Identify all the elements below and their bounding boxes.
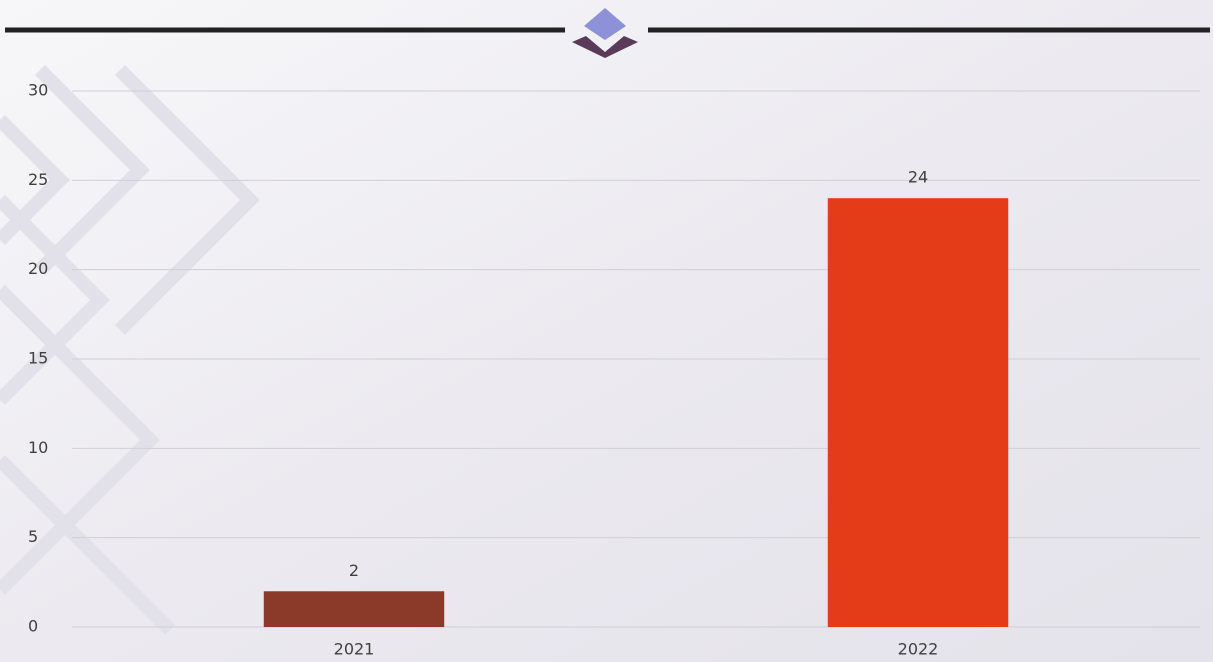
data-label: 2 <box>349 561 359 580</box>
bar <box>828 198 1008 627</box>
x-tick-label: 2022 <box>898 640 939 659</box>
background <box>0 0 1213 662</box>
y-tick-label: 0 <box>28 617 38 636</box>
y-tick-label: 30 <box>28 81 48 100</box>
y-tick-label: 15 <box>28 349 48 368</box>
bar <box>264 591 444 627</box>
page: {"chart_data": {"type": "bar", "categori… <box>0 0 1213 662</box>
y-tick-label: 20 <box>28 259 48 278</box>
data-label: 24 <box>908 168 928 187</box>
chart: 0 5 10 15 20 25 30 2021 2 2022 24 <box>0 0 1213 662</box>
x-tick-label: 2021 <box>334 640 375 659</box>
y-tick-label: 10 <box>28 438 48 457</box>
y-tick-label: 25 <box>28 170 48 189</box>
y-tick-label: 5 <box>28 527 38 546</box>
